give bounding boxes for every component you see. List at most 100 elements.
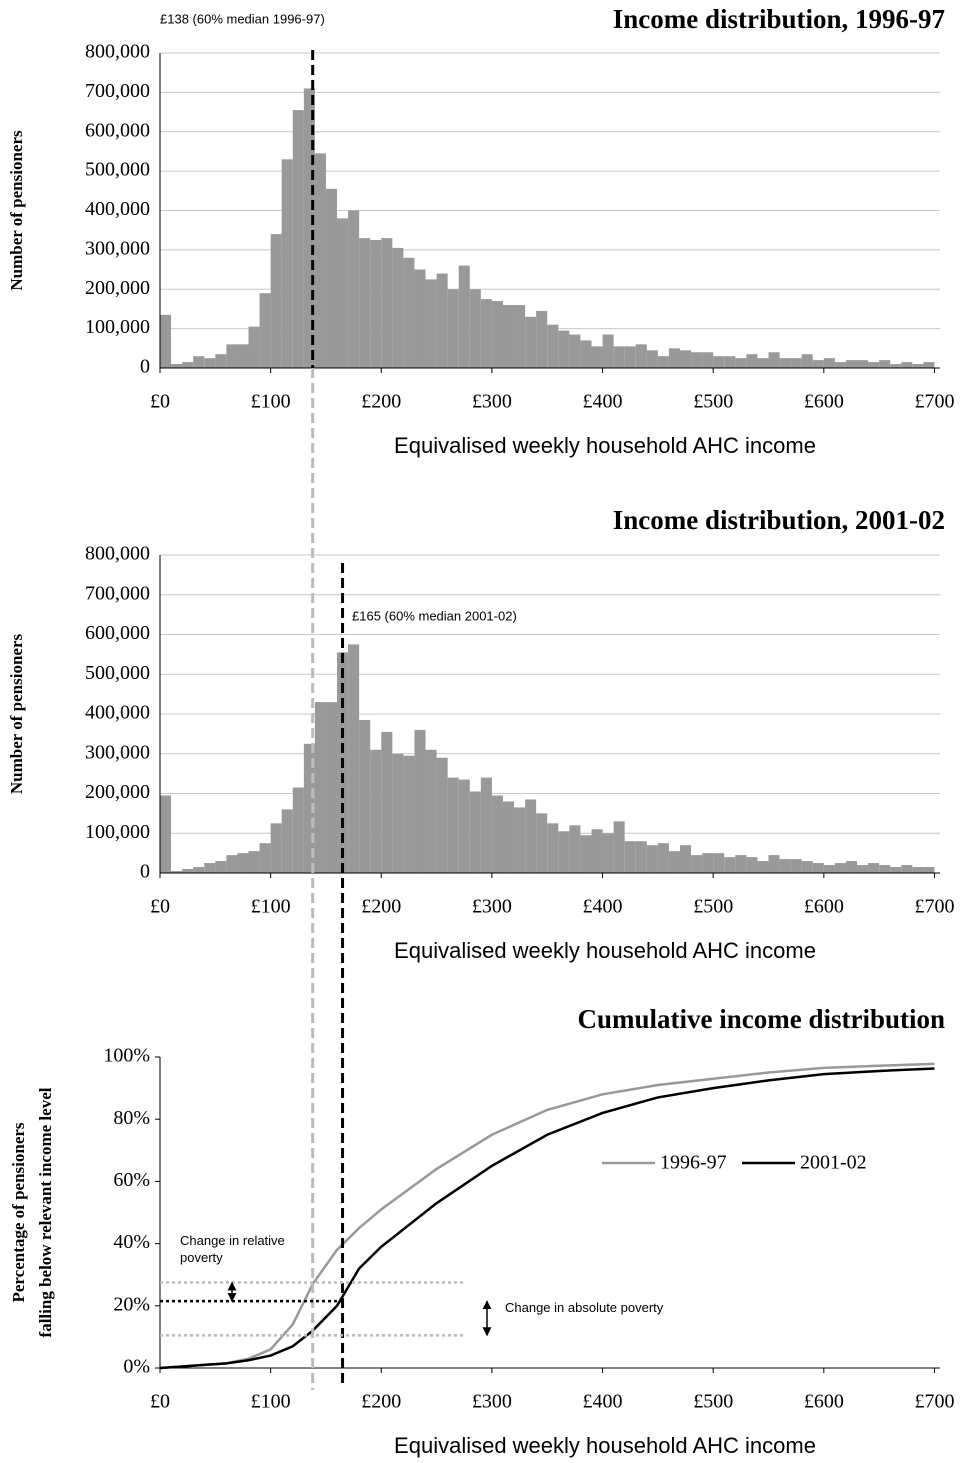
y-tick-label: 500,000 bbox=[85, 662, 150, 684]
bar bbox=[580, 340, 592, 368]
bar bbox=[226, 855, 238, 873]
y-tick-label: 400,000 bbox=[85, 198, 150, 220]
x-tick-label: £100 bbox=[251, 1391, 291, 1413]
bar bbox=[757, 358, 769, 368]
bar bbox=[845, 861, 858, 873]
x-tick-label: £600 bbox=[804, 896, 844, 918]
bar bbox=[259, 293, 271, 368]
bar bbox=[569, 825, 581, 873]
bar bbox=[270, 823, 282, 873]
bar bbox=[480, 777, 492, 873]
bar bbox=[668, 348, 680, 368]
bar bbox=[447, 777, 459, 873]
y-tick-label: 600,000 bbox=[85, 119, 150, 141]
bar bbox=[602, 334, 614, 368]
bar bbox=[923, 867, 935, 873]
median-label: £138 (60% median 1996-97) bbox=[160, 11, 325, 26]
bar bbox=[912, 364, 924, 368]
bar bbox=[403, 755, 415, 873]
bar bbox=[857, 865, 869, 873]
bar bbox=[790, 358, 802, 368]
x-tick-label: £0 bbox=[150, 896, 170, 918]
bar bbox=[514, 305, 526, 368]
bar bbox=[237, 344, 249, 368]
bar bbox=[281, 809, 293, 873]
x-axis-label: Equivalised weekly household AHC income bbox=[394, 938, 816, 963]
x-tick-label: £700 bbox=[914, 896, 954, 918]
bar bbox=[680, 350, 692, 368]
bar bbox=[303, 88, 315, 368]
x-tick-label: £100 bbox=[251, 896, 291, 918]
y-tick-label: 300,000 bbox=[85, 741, 150, 763]
bar bbox=[823, 358, 835, 368]
bar bbox=[491, 301, 503, 368]
bar bbox=[381, 238, 393, 368]
y-tick-label: 500,000 bbox=[85, 159, 150, 181]
bar bbox=[890, 867, 902, 873]
y-tick-label: 400,000 bbox=[85, 702, 150, 724]
bar bbox=[182, 362, 194, 368]
bar bbox=[525, 316, 537, 368]
line-series bbox=[159, 1067, 935, 1370]
bar bbox=[834, 362, 846, 368]
bar bbox=[812, 863, 824, 873]
bar bbox=[425, 279, 437, 368]
bar bbox=[436, 273, 448, 368]
legend-label: 2001-02 bbox=[800, 1152, 867, 1174]
bar bbox=[160, 795, 172, 873]
bar bbox=[779, 859, 791, 873]
bar bbox=[879, 865, 891, 873]
bar bbox=[635, 841, 647, 873]
bar bbox=[348, 644, 360, 873]
bar bbox=[735, 855, 747, 873]
bar bbox=[923, 362, 935, 368]
bar bbox=[171, 364, 183, 368]
x-tick-label: £300 bbox=[472, 1391, 512, 1413]
y-tick-label: 600,000 bbox=[85, 622, 150, 644]
bar bbox=[912, 867, 924, 873]
bar bbox=[204, 358, 216, 368]
bar bbox=[215, 354, 227, 368]
bar bbox=[248, 851, 260, 873]
bar bbox=[381, 731, 393, 873]
bar bbox=[613, 346, 625, 368]
bar bbox=[646, 350, 658, 368]
bar bbox=[680, 845, 692, 873]
bar bbox=[602, 833, 614, 873]
bar bbox=[746, 857, 758, 873]
bar bbox=[370, 749, 382, 873]
bar bbox=[901, 865, 913, 873]
bar bbox=[193, 356, 205, 368]
y-tick-label: 40% bbox=[113, 1231, 150, 1253]
bar bbox=[270, 234, 282, 368]
bar bbox=[248, 326, 260, 368]
bar bbox=[823, 865, 835, 873]
bar bbox=[314, 702, 326, 873]
y-tick-label: 100,000 bbox=[85, 316, 150, 338]
y-tick-label: 60% bbox=[113, 1169, 150, 1191]
bar bbox=[392, 247, 404, 368]
bar bbox=[303, 743, 315, 873]
x-tick-label: £200 bbox=[361, 1391, 401, 1413]
y-tick-label: 100% bbox=[103, 1045, 150, 1067]
line-series bbox=[159, 1062, 935, 1370]
bar bbox=[735, 358, 747, 368]
x-tick-label: £400 bbox=[583, 391, 623, 413]
bar bbox=[447, 289, 459, 368]
bar bbox=[182, 869, 194, 873]
bar bbox=[536, 813, 548, 873]
bar bbox=[348, 210, 360, 368]
y-tick-label: 0 bbox=[140, 861, 150, 883]
bar bbox=[868, 863, 880, 873]
bar bbox=[414, 269, 426, 368]
x-tick-label: £600 bbox=[804, 391, 844, 413]
bar bbox=[657, 356, 669, 368]
x-tick-label: £300 bbox=[472, 896, 512, 918]
bar bbox=[491, 795, 503, 873]
y-axis-label: Number of pensioners bbox=[7, 130, 26, 291]
bar bbox=[868, 362, 880, 368]
bar bbox=[691, 855, 703, 873]
bar bbox=[558, 330, 570, 368]
bar bbox=[259, 843, 271, 873]
